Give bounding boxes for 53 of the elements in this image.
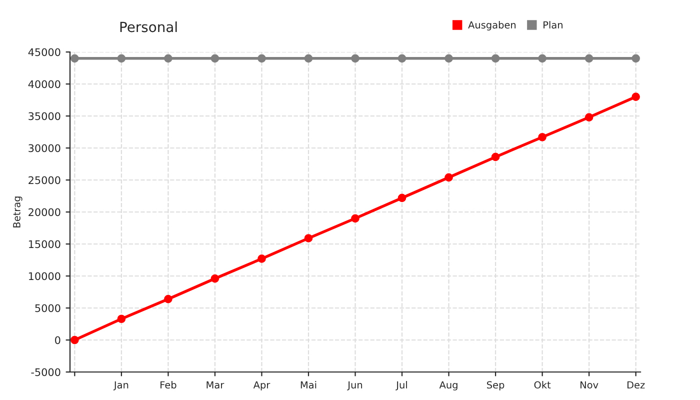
x-tick-label: Jul [396,381,407,390]
y-tick-label: 10000 [28,272,60,280]
legend-label: Plan [544,21,562,29]
point [117,314,126,324]
point [538,132,546,142]
x-tick-label: Mar [206,381,224,389]
point [632,92,640,101]
point [258,254,266,263]
point [304,54,313,63]
point [491,152,500,162]
x-tick-label: Feb [160,381,176,389]
point [351,214,360,223]
point [584,54,594,63]
point [164,54,172,63]
y-tick-label: 5000 [35,304,60,312]
x-tick-label: Nov [580,381,598,389]
x-tick-label: Apr [253,381,270,390]
point [304,234,313,242]
y-tick-label: 35000 [28,112,60,120]
y-tick-label: 40000 [28,80,60,88]
point [491,54,500,63]
point [210,274,220,283]
x-tick-label: Okt [534,381,551,389]
point [584,113,594,122]
y-tick-label: 45000 [28,48,60,56]
point [164,294,172,304]
point [70,54,79,63]
x-tick-label: Dez [627,381,645,389]
y-tick-label: 0 [55,336,60,344]
x-tick-label: Mai [300,381,316,389]
point [632,54,640,63]
point [398,54,406,63]
point [258,54,266,63]
y-tick-label: -5000 [31,368,60,376]
y-tick-label: 15000 [28,240,60,248]
point [444,173,453,182]
point [117,54,126,63]
point [70,336,79,344]
point [444,54,453,63]
chart-title: Personal [120,21,177,32]
y-tick-label: 30000 [28,144,60,152]
point [210,54,220,63]
y-tick-label: 20000 [28,208,60,216]
point [538,54,546,63]
x-tick-label: Aug [439,381,458,390]
y-tick-label: 25000 [28,176,60,184]
x-tick-label: Jun [347,381,362,390]
point [351,54,360,63]
x-tick-label: Jan [113,381,128,390]
y-axis-title: Betrag [13,196,22,228]
x-tick-label: Sep [487,381,504,390]
legend-label: Ausgaben [468,21,516,30]
point [398,194,406,202]
